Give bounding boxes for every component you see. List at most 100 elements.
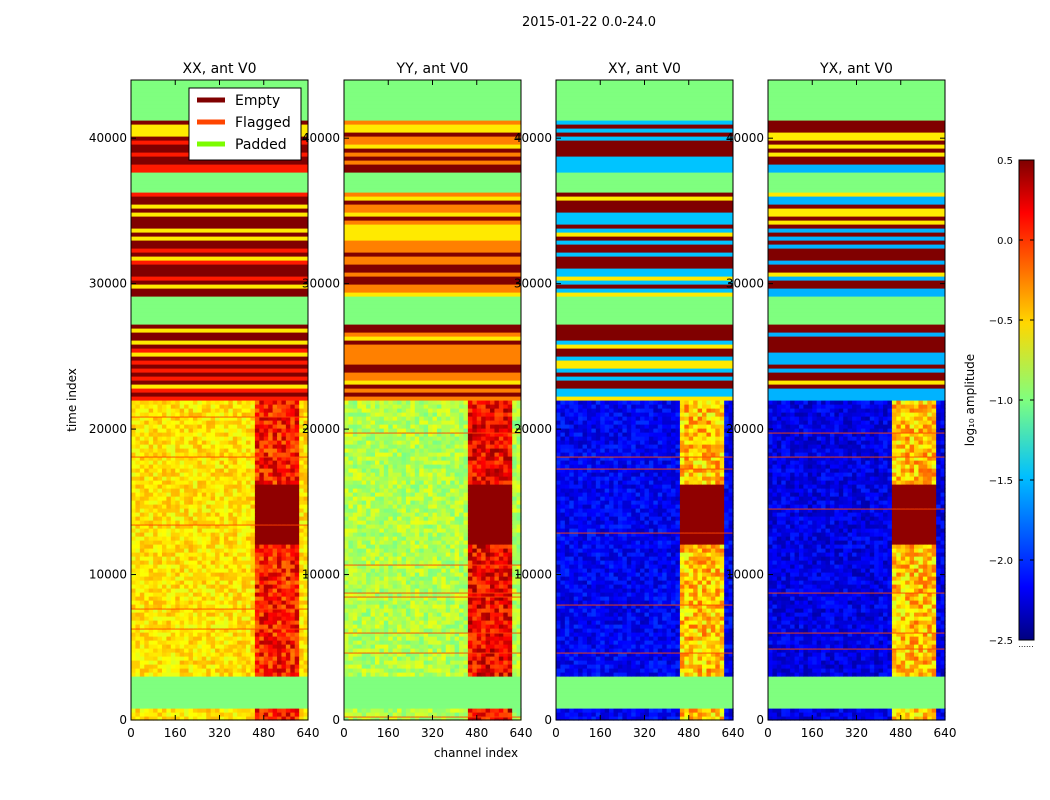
- heatmap-cell: [131, 440, 137, 445]
- heatmap-cell: [139, 628, 145, 633]
- heatmap-cell: [157, 556, 163, 561]
- heatmap-cell: [467, 516, 473, 521]
- heatmap-cell: [472, 608, 478, 613]
- heatmap-cell: [498, 552, 504, 557]
- heatmap-cell: [498, 536, 504, 541]
- heatmap-cell: [290, 604, 296, 609]
- heatmap-cell: [144, 652, 150, 657]
- heatmap-cell: [352, 584, 358, 589]
- heatmap-cell: [392, 552, 398, 557]
- heatmap-cell: [512, 516, 518, 521]
- heatmap-cell: [228, 404, 234, 409]
- heatmap-cell: [494, 568, 500, 573]
- heatmap-cell: [263, 452, 269, 457]
- heatmap-cell: [192, 640, 198, 645]
- heatmap-cell: [281, 580, 287, 585]
- heatmap-cell: [405, 540, 411, 545]
- heatmap-cell: [166, 512, 172, 517]
- heatmap-cell: [135, 408, 141, 413]
- heatmap-cell: [219, 532, 225, 537]
- heatmap-cell: [179, 652, 185, 657]
- heatmap-cell: [467, 604, 473, 609]
- heatmap-cell: [299, 420, 305, 425]
- heatmap-cell: [219, 536, 225, 541]
- heatmap-cell: [285, 484, 291, 489]
- heatmap-cell: [157, 512, 163, 517]
- heatmap-cell: [263, 540, 269, 545]
- heatmap-cell: [157, 488, 163, 493]
- heatmap-cell: [294, 540, 300, 545]
- heatmap-cell: [512, 600, 518, 605]
- heatmap-cell: [299, 524, 305, 529]
- heatmap-cell: [294, 668, 300, 673]
- heatmap-cell: [503, 520, 509, 525]
- heatmap-cell: [237, 628, 243, 633]
- heatmap-cell: [507, 664, 513, 669]
- heatmap-cell: [485, 604, 491, 609]
- empty-row: [131, 340, 308, 345]
- heatmap-cell: [414, 588, 420, 593]
- heatmap-cell: [374, 620, 380, 625]
- heatmap-cell: [259, 480, 265, 485]
- heatmap-cell: [148, 548, 154, 553]
- heatmap-cell: [232, 408, 238, 413]
- heatmap-cell: [414, 624, 420, 629]
- heatmap-cell: [192, 672, 198, 677]
- heatmap-cell: [299, 400, 305, 405]
- heatmap-cell: [414, 636, 420, 641]
- heatmap-cell: [277, 460, 283, 465]
- heatmap-cell: [170, 640, 176, 645]
- heatmap-cell: [277, 620, 283, 625]
- heatmap-cell: [263, 584, 269, 589]
- heatmap-cell: [454, 580, 460, 585]
- heatmap-cell: [161, 436, 167, 441]
- heatmap-cell: [374, 492, 380, 497]
- heatmap-cell: [494, 668, 500, 673]
- heatmap-cell: [366, 584, 372, 589]
- heatmap-cell: [184, 408, 190, 413]
- heatmap-cell: [294, 544, 300, 549]
- heatmap-cell: [401, 612, 407, 617]
- heatmap-cell: [237, 564, 243, 569]
- heatmap-cell: [370, 640, 376, 645]
- heatmap-cell: [374, 600, 380, 605]
- heatmap-cell: [463, 628, 469, 633]
- heatmap-cell: [481, 508, 487, 513]
- heatmap-cell: [344, 520, 350, 525]
- heatmap-cell: [254, 524, 260, 529]
- heatmap-cell: [392, 632, 398, 637]
- heatmap-cell: [206, 660, 212, 665]
- heatmap-cell: [348, 616, 354, 621]
- heatmap-cell: [206, 652, 212, 657]
- heatmap-cell: [432, 668, 438, 673]
- heatmap-cell: [428, 636, 434, 641]
- heatmap-cell: [250, 464, 256, 469]
- heatmap-cell: [503, 604, 509, 609]
- heatmap-cell: [361, 564, 367, 569]
- heatmap-cell: [405, 580, 411, 585]
- heatmap-cell: [192, 456, 198, 461]
- heatmap-cell: [512, 664, 518, 669]
- heatmap-cell: [131, 548, 137, 553]
- heatmap-cell: [294, 484, 300, 489]
- heatmap-cell: [184, 656, 190, 661]
- heatmap-cell: [290, 620, 296, 625]
- heatmap-cell: [379, 660, 385, 665]
- flagged-row: [344, 564, 521, 566]
- heatmap-cell: [423, 648, 429, 653]
- heatmap-cell: [192, 420, 198, 425]
- heatmap-cell: [476, 540, 482, 545]
- heatmap-cell: [392, 584, 398, 589]
- heatmap-cell: [512, 572, 518, 577]
- heatmap-cell: [139, 668, 145, 673]
- heatmap-cell: [410, 616, 416, 621]
- heatmap-cell: [268, 616, 274, 621]
- heatmap-cell: [175, 628, 181, 633]
- heatmap-cell: [135, 604, 141, 609]
- heatmap-cell: [303, 636, 309, 641]
- heatmap-cell: [277, 600, 283, 605]
- heatmap-cell: [392, 624, 398, 629]
- heatmap-cell: [254, 600, 260, 605]
- heatmap-cell: [294, 504, 300, 509]
- heatmap-cell: [512, 640, 518, 645]
